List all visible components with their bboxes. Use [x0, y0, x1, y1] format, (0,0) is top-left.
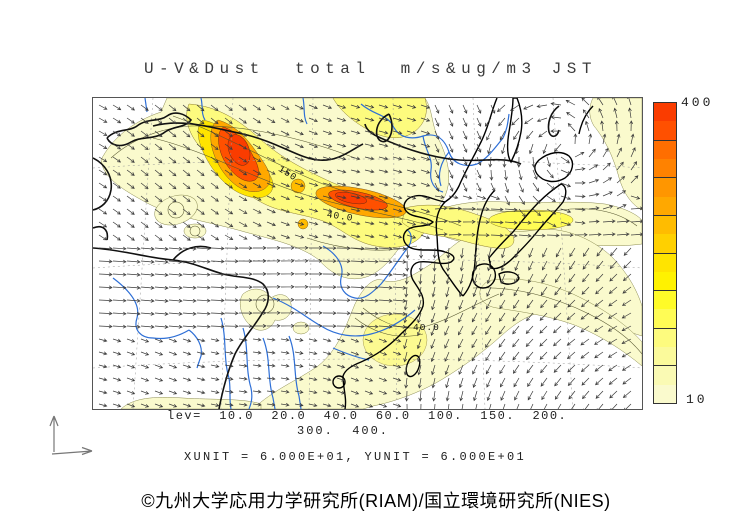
- colorbar-segment: [654, 158, 676, 178]
- x-axis-arrow: [51, 446, 93, 456]
- colorbar-segment: [654, 177, 676, 197]
- copyright-line: ©九州大学応用力学研究所(RIAM)/国立環境研究所(NIES): [141, 491, 611, 511]
- plot-title: U-V&Dust total m/s&ug/m3 JST: [143, 60, 597, 78]
- colorbar-max-label: 400: [681, 95, 714, 110]
- contour-label-40-b: 40.0: [413, 322, 440, 333]
- coastlines: [332, 97, 594, 410]
- country-borders: [92, 105, 560, 410]
- dust-map-canvas: 150 40.0 40.0: [92, 94, 644, 415]
- wind-vectors: [98, 94, 644, 415]
- contour-label-40-a: 40.0: [326, 209, 354, 224]
- colorbar-segment: [654, 327, 676, 348]
- contour-levels-line2: 300. 400.: [297, 424, 390, 438]
- colorbar-min-label: 10: [686, 392, 708, 407]
- colorbar-segment: [654, 365, 676, 385]
- colorbar-segment: [654, 347, 676, 366]
- colorbar-segment: [654, 234, 676, 253]
- units-line: XUNIT = 6.000E+01, YUNIT = 6.000E+01: [184, 450, 527, 464]
- colorbar-segment: [654, 271, 676, 291]
- contour-levels-line1: lev= 10.0 20.0 40.0 60.0 100. 150. 200.: [167, 409, 568, 423]
- colorbar-segment: [654, 121, 676, 140]
- dust-map: 150 40.0 40.0: [92, 94, 644, 415]
- colorbar-segment: [654, 103, 676, 122]
- colorbar-segment: [654, 309, 676, 328]
- colorbar-segment: [654, 139, 676, 159]
- colorbar-segment: [654, 384, 676, 403]
- y-axis-arrow: [49, 415, 59, 452]
- colorbar-segment: [654, 196, 676, 215]
- contour-lines: [110, 115, 643, 355]
- colorbar-segment: [654, 214, 676, 235]
- axis-indicator: [49, 415, 93, 456]
- wind-vector-arrows: [98, 94, 644, 415]
- colorbar: [653, 102, 677, 404]
- colorbar-segment: [654, 290, 676, 310]
- colorbar-segment: [654, 252, 676, 272]
